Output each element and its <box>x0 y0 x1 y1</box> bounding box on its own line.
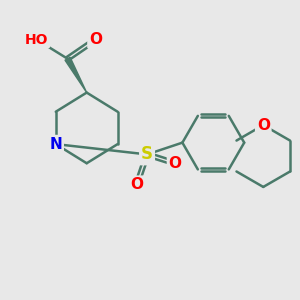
Text: O: O <box>169 156 182 171</box>
Text: O: O <box>89 32 102 47</box>
Text: O: O <box>257 118 270 133</box>
Text: S: S <box>141 146 153 164</box>
Text: HO: HO <box>25 33 48 46</box>
Text: O: O <box>130 177 143 192</box>
Polygon shape <box>65 57 87 93</box>
Text: N: N <box>50 136 62 152</box>
